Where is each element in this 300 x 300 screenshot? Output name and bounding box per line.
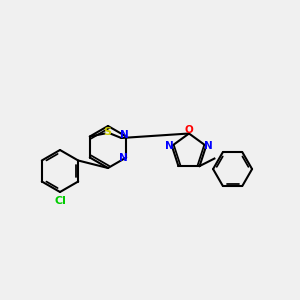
Text: N: N xyxy=(120,130,129,140)
Text: N: N xyxy=(204,141,213,151)
Text: S: S xyxy=(103,127,111,137)
Text: N: N xyxy=(119,152,128,163)
Text: Cl: Cl xyxy=(54,196,66,206)
Text: N: N xyxy=(165,141,174,151)
Text: O: O xyxy=(184,125,194,135)
